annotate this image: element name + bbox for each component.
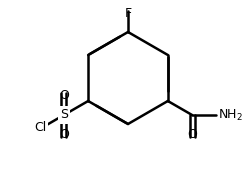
Text: O: O: [59, 89, 69, 102]
Text: F: F: [124, 7, 132, 20]
Text: O: O: [59, 128, 69, 141]
Text: NH$_2$: NH$_2$: [218, 108, 243, 122]
Text: S: S: [60, 109, 68, 122]
Text: Cl: Cl: [34, 121, 46, 134]
Text: O: O: [187, 128, 197, 141]
